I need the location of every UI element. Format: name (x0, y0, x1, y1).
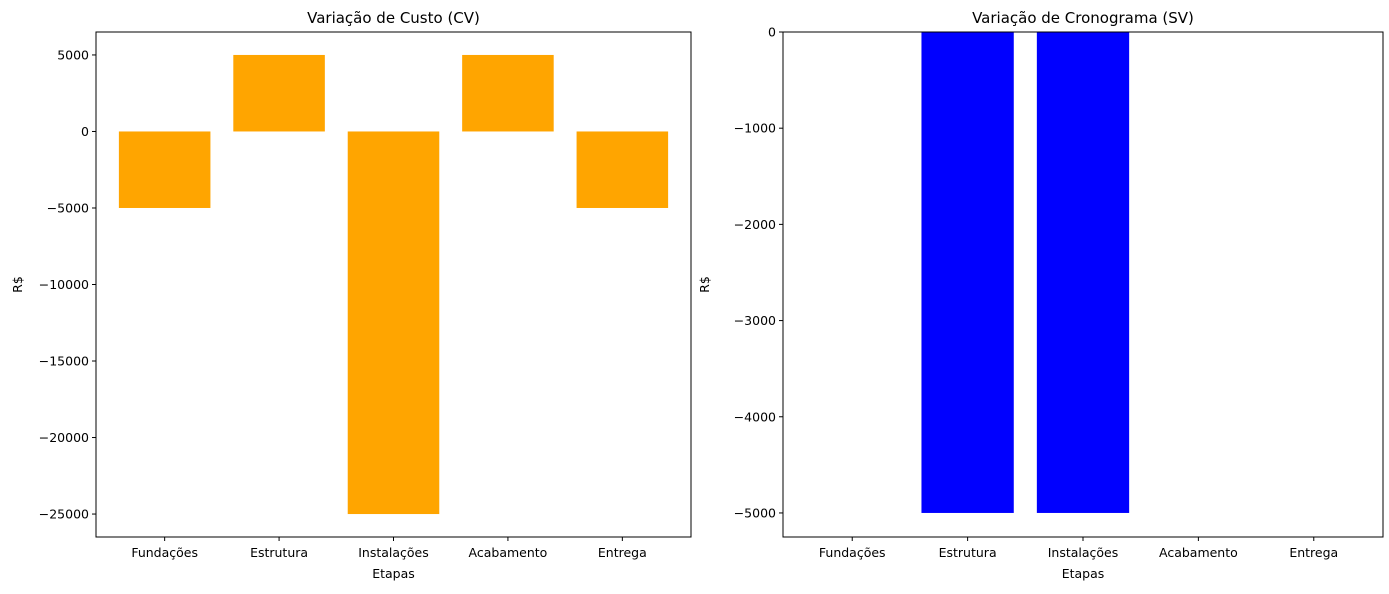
bar-instalações (1036, 32, 1130, 513)
y-tick-label: −10000 (39, 277, 89, 292)
y-tick-label: 0 (768, 25, 776, 40)
y-tick-label: −4000 (734, 409, 776, 424)
y-tick-label: 0 (81, 124, 89, 139)
x-tick-label: Estrutura (939, 545, 997, 560)
y-tick-label: −15000 (39, 354, 89, 369)
y-tick-label: −1000 (734, 121, 776, 136)
x-tick-label: Estrutura (250, 545, 308, 560)
y-tick-label: −5000 (734, 505, 776, 520)
bar-fundações (118, 131, 211, 208)
cost-variance-chart: 5000 0 −5000 −10000 −15000 −20000 −25000 Fundaç… (10, 9, 692, 581)
y-axis-label: R$ (10, 276, 25, 293)
bar-acabamento (462, 54, 554, 132)
x-axis-label: Etapas (372, 566, 415, 581)
bar-entrega (576, 131, 669, 208)
x-tick-label: Entrega (598, 545, 647, 560)
x-tick-label: Entrega (1289, 545, 1338, 560)
y-tick-label: −3000 (734, 313, 776, 328)
y-axis-label: R$ (697, 276, 712, 293)
x-tick-label: Acabamento (469, 545, 548, 560)
schedule-variance-chart: 0 −1000 −2000 −3000 −4000 −5000 Fundações Estru… (697, 9, 1384, 581)
y-tick-label: −25000 (39, 507, 89, 522)
chart-title: Variação de Cronograma (SV) (972, 9, 1194, 27)
y-tick-label: −2000 (734, 217, 776, 232)
y-tick-label: 5000 (57, 47, 89, 62)
x-tick-label: Fundações (819, 545, 886, 560)
bar-estrutura (921, 32, 1014, 513)
chart-title: Variação de Custo (CV) (307, 9, 480, 27)
x-tick-label: Acabamento (1159, 545, 1238, 560)
bar-instalações (347, 131, 440, 515)
x-tick-label: Instalações (1048, 545, 1119, 560)
x-axis-label: Etapas (1062, 566, 1105, 581)
y-tick-label: −20000 (39, 430, 89, 445)
y-tick-label: −5000 (47, 200, 89, 215)
x-tick-label: Fundações (131, 545, 198, 560)
bar-estrutura (233, 54, 325, 132)
x-tick-label: Instalações (358, 545, 429, 560)
